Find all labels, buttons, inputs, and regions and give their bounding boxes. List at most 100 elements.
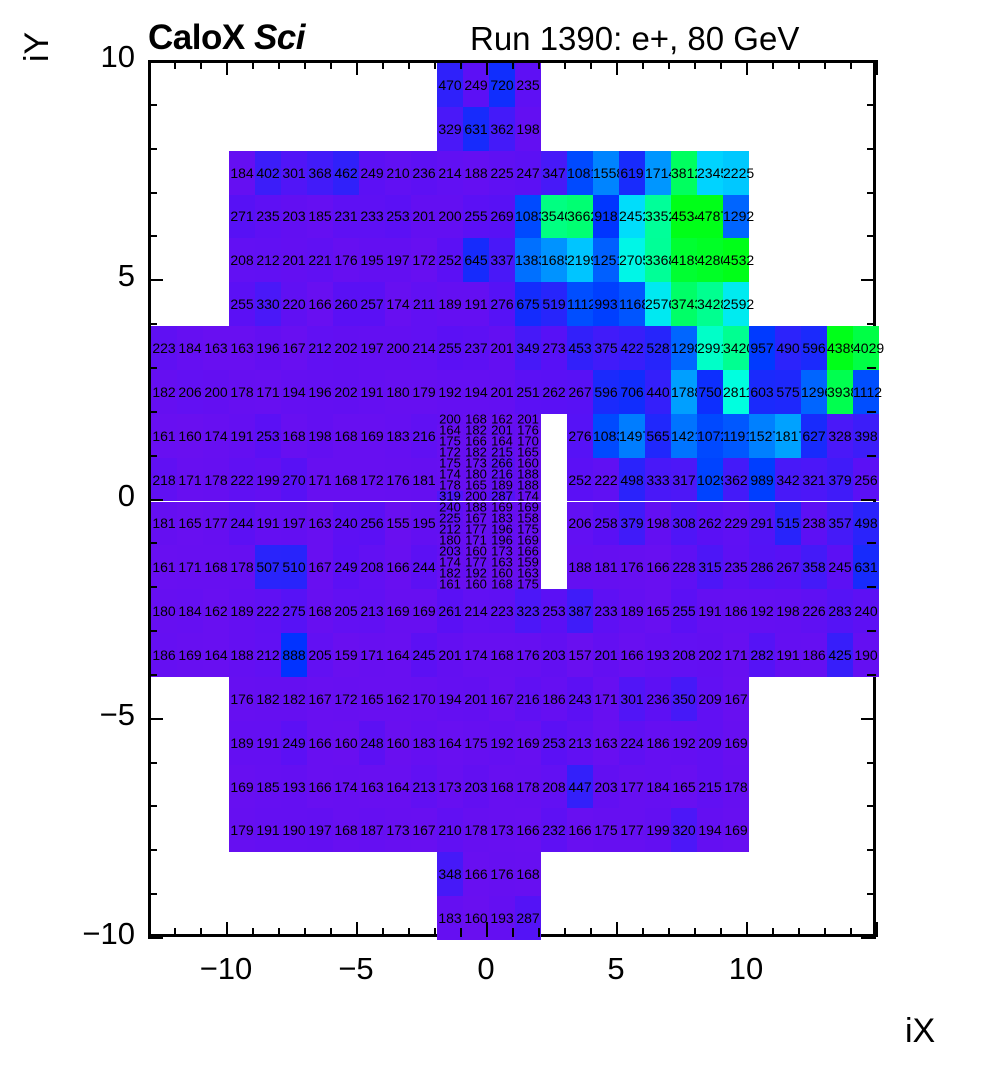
cell-value: 186 [802, 646, 826, 663]
heatmap-subcell: 169 [515, 500, 541, 513]
heatmap-cell: 2811 [723, 369, 753, 414]
heatmap-cell: 209 [697, 720, 723, 765]
cell-value: 166 [308, 296, 332, 313]
cell-value: 177 [620, 822, 644, 839]
cell-value: 349 [516, 340, 540, 357]
heatmap-cell: 253 [255, 413, 281, 458]
cell-value: 247 [516, 164, 540, 181]
cell-value: 287 [516, 910, 540, 927]
cell-value: 172 [412, 252, 436, 269]
cell-value: 192 [750, 603, 774, 620]
heatmap-cell: 218 [151, 457, 177, 502]
heatmap-cell: 213 [411, 764, 437, 809]
heatmap-cell: 1558 [593, 150, 624, 195]
heatmap-cell: 1421 [671, 413, 702, 458]
heatmap-cell: 184 [177, 326, 203, 370]
axis-tick [486, 60, 488, 75]
heatmap-cell: 387 [567, 589, 593, 634]
cell-value: 184 [646, 778, 670, 795]
cell-value: 235 [256, 208, 280, 225]
axis-tick [867, 410, 876, 413]
heatmap-cell: 187 [359, 808, 385, 853]
cell-value: 201 [412, 208, 436, 225]
heatmap-cell: 240 [333, 501, 359, 546]
heatmap-cell: 162 [385, 676, 411, 721]
cell-value: 203 [542, 646, 566, 663]
heatmap-cell: 245 [827, 545, 853, 590]
heatmap-subcell: 169 [489, 500, 515, 513]
axis-tick [867, 323, 876, 326]
cell-value: 212 [256, 646, 280, 663]
heatmap-cell: 337 [489, 238, 515, 283]
cell-value: 167 [308, 690, 332, 707]
heatmap-cell: 575 [775, 369, 801, 414]
cell-value: 256 [854, 471, 878, 488]
heatmap-cell: 603 [749, 369, 775, 414]
heatmap-cell: 213 [359, 589, 385, 634]
cell-value: 155 [386, 515, 410, 532]
heatmap-cell: 1072 [697, 413, 728, 458]
heatmap-cell: 206 [177, 369, 203, 414]
heatmap-cell: 1083 [515, 194, 546, 239]
cell-value: 245 [828, 559, 852, 576]
cell-value: 167 [490, 690, 514, 707]
heatmap-cell: 208 [541, 764, 567, 809]
heatmap-cell: 224 [619, 720, 645, 765]
cell-value: 184 [230, 164, 254, 181]
heatmap-cell: 333 [645, 457, 671, 502]
cell-value: 189 [491, 477, 513, 493]
cell-value: 178 [724, 778, 748, 795]
cell-value: 171 [724, 646, 748, 663]
cell-value: 166 [568, 822, 592, 839]
cell-value: 198 [776, 603, 800, 620]
cell-value: 3743 [671, 296, 703, 313]
detector-name: Sci [253, 18, 306, 57]
cell-value: 1527 [749, 427, 781, 444]
cell-value: 255 [464, 208, 488, 225]
heatmap-cell: 184 [229, 150, 255, 195]
cell-value: 244 [230, 515, 254, 532]
heatmap-cell: 200 [385, 326, 411, 370]
cell-value: 233 [360, 208, 384, 225]
cell-value: 191 [256, 822, 280, 839]
heatmap-cell: 178 [229, 545, 255, 590]
heatmap-subcell: 182 [463, 446, 489, 459]
heatmap-subcell: 158 [515, 511, 541, 524]
cell-value: 565 [646, 427, 670, 444]
cell-value: 169 [360, 427, 384, 444]
heatmap-cell: 3662 [567, 194, 598, 239]
heatmap-cell: 888 [281, 633, 307, 677]
heatmap-cell: 255 [671, 589, 697, 634]
heatmap-cell: 3812 [671, 150, 702, 195]
cell-value: 196 [256, 340, 280, 357]
cell-value: 159 [517, 554, 539, 570]
cell-value: 224 [620, 734, 644, 751]
cell-value: 249 [282, 734, 306, 751]
y-tick-label-1: 5 [117, 258, 135, 294]
cell-value: 269 [490, 208, 514, 225]
cell-value: 462 [334, 164, 358, 181]
heatmap-cell: 349 [515, 326, 541, 370]
cell-value: 177 [204, 515, 228, 532]
heatmap-cell: 167 [281, 326, 307, 370]
plot-title-experiment: CaloX Sci [148, 18, 305, 58]
heatmap-cell: 191 [255, 501, 281, 546]
cell-value: 174 [439, 466, 461, 482]
heatmap-cell: 2199 [567, 238, 598, 283]
heatmap-cell: 240 [853, 589, 879, 634]
heatmap-cell: 425 [827, 633, 853, 677]
cell-value: 266 [491, 455, 513, 471]
axis-tick [668, 60, 670, 69]
heatmap-cell: 1296 [801, 369, 832, 414]
heatmap-cell: 192 [671, 720, 697, 765]
cell-value: 160 [517, 455, 539, 471]
axis-tick [824, 928, 826, 937]
axis-tick [867, 630, 876, 633]
axis-tick [867, 147, 876, 150]
heatmap-cell: 174 [333, 764, 359, 809]
cell-value: 199 [256, 471, 280, 488]
heatmap-cell: 447 [567, 764, 593, 809]
cell-value: 181 [152, 515, 176, 532]
heatmap-plot-area[interactable]: 470 249 720 235 329 631 362 198 184 402 301 368 462 2… [148, 60, 884, 940]
cell-value: 229 [724, 515, 748, 532]
